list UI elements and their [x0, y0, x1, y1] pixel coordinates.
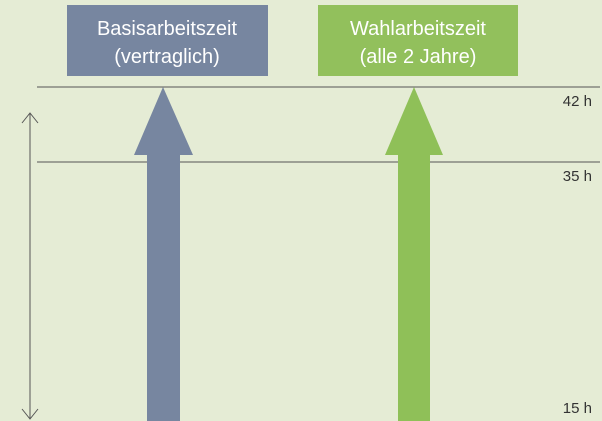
box-label: (alle 2 Jahre) [360, 46, 477, 68]
scale-arrow [21, 112, 39, 420]
level-label: 35 h [563, 168, 592, 185]
arrow-basis [134, 87, 193, 421]
box-wahl [318, 5, 518, 76]
box-label: (vertraglich) [114, 46, 220, 68]
box-label: Wahlarbeitszeit [350, 18, 486, 40]
level-label: 15 h [563, 400, 592, 417]
arrow-wahl [385, 87, 443, 421]
box-label: Basisarbeitszeit [97, 18, 238, 40]
box-basis [67, 5, 268, 76]
level-label: 42 h [563, 93, 592, 110]
